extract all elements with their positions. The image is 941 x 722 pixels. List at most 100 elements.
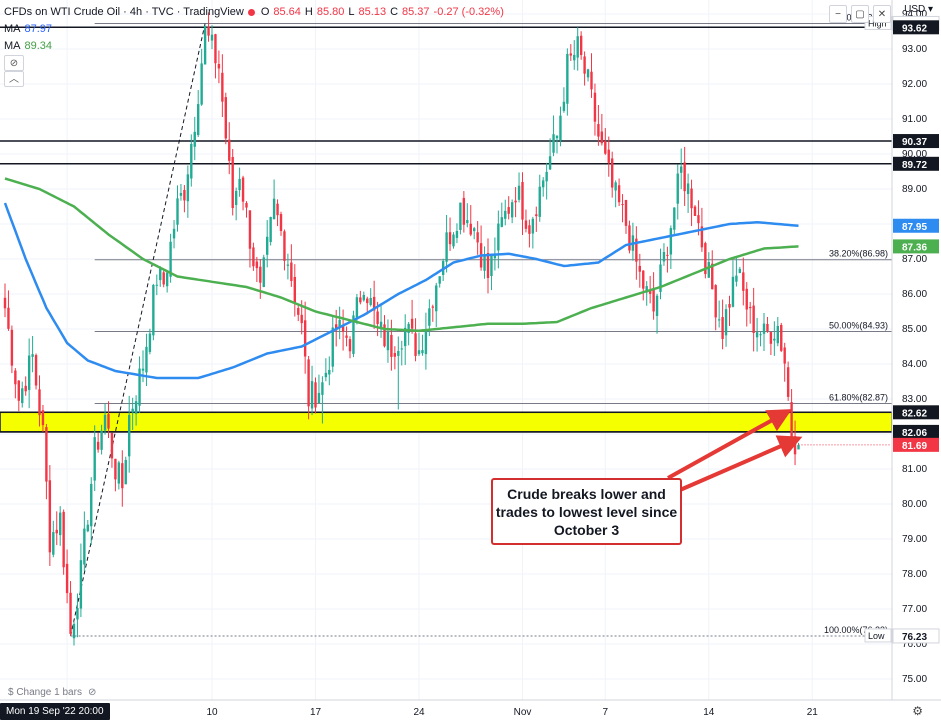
candle-body [366, 298, 369, 304]
legend-ma1-row[interactable]: MA 87.97 [4, 21, 504, 38]
candle-body [507, 207, 510, 214]
candle-body [193, 131, 196, 147]
candle-body [169, 241, 172, 277]
candle-body [345, 335, 348, 338]
ohlc-open: 85.64 [273, 6, 301, 18]
candle-body [452, 234, 455, 247]
candle-body [197, 104, 200, 136]
candle-body [742, 272, 745, 291]
candle-body [473, 228, 476, 232]
price-tick-label: 93.00 [902, 44, 927, 55]
eye-off-icon[interactable]: ⊘ [87, 687, 97, 698]
candle-body [455, 230, 459, 238]
candle-body [348, 339, 352, 352]
candle-body [586, 69, 590, 78]
ohlc-low: 85.13 [358, 6, 387, 18]
candle-body [735, 275, 738, 282]
candle-body [745, 288, 748, 310]
candle-body [545, 171, 548, 182]
price-tag-label: 82.62 [902, 408, 927, 419]
eye-off-icon[interactable]: ⊘ [4, 55, 24, 71]
candle-body [131, 408, 134, 413]
candle-body [531, 218, 535, 234]
ohlc-high-label: H [304, 6, 313, 18]
minus-icon[interactable]: − [829, 5, 847, 23]
candle-body [435, 285, 438, 312]
candle-body [769, 332, 773, 344]
candle-body [41, 410, 45, 426]
candle-body [528, 225, 531, 234]
candle-body [410, 318, 414, 329]
candle-body [183, 189, 186, 201]
candle-body [390, 334, 393, 357]
fib-label: 50.00%(84.93) [829, 320, 888, 330]
candle-body [155, 284, 158, 286]
candle-body [276, 203, 279, 216]
candle-body [576, 36, 579, 58]
candle-body [621, 204, 624, 206]
price-tick-label: 84.00 [902, 359, 927, 370]
candle-body [335, 324, 338, 331]
annotation-callout[interactable]: Crude breaks lower and trades to lowest … [491, 478, 682, 545]
ohlc-change: -0.27 (-0.32%) [433, 6, 504, 18]
candle-body [10, 329, 14, 366]
candle-body [93, 437, 96, 481]
candle-body [510, 202, 514, 218]
candle-body [83, 528, 86, 565]
candle-body [21, 388, 24, 404]
candle-body [186, 174, 190, 202]
square-icon[interactable]: ▢ [851, 5, 869, 23]
candle-body [307, 359, 310, 407]
candle-body [638, 265, 641, 272]
price-tick-label: 94.00 [902, 9, 927, 20]
candle-body [680, 166, 683, 173]
time-tick-label: 21 [807, 707, 819, 718]
candle-body [731, 276, 735, 307]
collapse-legend-icon[interactable]: ︿ [4, 71, 24, 87]
candle-body [255, 261, 259, 269]
candle-body [431, 306, 434, 308]
fib-label: 38.20%(86.98) [829, 249, 888, 259]
candle-body [138, 368, 141, 406]
ma-blue-line [3, 202, 799, 380]
close-icon[interactable]: ✕ [873, 5, 891, 23]
gear-icon[interactable]: ⚙ [912, 704, 923, 718]
candle-body [69, 592, 72, 634]
candle-body [165, 272, 169, 287]
candle-body [279, 214, 283, 232]
currency-selector[interactable]: USD ▾ [904, 4, 933, 15]
candle-body [79, 560, 83, 609]
candle-body [459, 202, 462, 231]
candle-body [538, 186, 541, 217]
candle-body [607, 149, 610, 163]
price-tag-label: 87.36 [902, 242, 927, 253]
candle-body [648, 290, 652, 294]
candle-body [200, 63, 203, 105]
candle-body [604, 141, 607, 154]
symbol-title[interactable]: CFDs on WTI Crude Oil · 4h · TVC · Tradi… [4, 6, 244, 18]
candle-body [148, 333, 152, 352]
candle-body [266, 236, 269, 255]
candle-body [369, 297, 372, 305]
candle-body [27, 355, 31, 390]
price-tag-note [864, 628, 892, 643]
ma-green-line [4, 177, 799, 333]
candle-body [90, 483, 93, 527]
candle-body [59, 512, 62, 536]
candle-body [690, 188, 693, 209]
price-tag-note-label: High [868, 18, 887, 28]
candle-body [652, 289, 655, 312]
candle-body [535, 214, 538, 217]
candle-body [404, 327, 407, 347]
candle-body [159, 267, 162, 281]
candle-body [573, 54, 576, 61]
legend-ma2-row[interactable]: MA 89.34 [4, 38, 504, 55]
candle-body [62, 511, 65, 568]
candle-body [145, 346, 148, 373]
price-tick-label: 83.00 [902, 394, 927, 405]
candle-body [548, 156, 552, 170]
candle-body [721, 317, 724, 339]
candle-body [362, 294, 365, 301]
candle-body [134, 401, 138, 414]
